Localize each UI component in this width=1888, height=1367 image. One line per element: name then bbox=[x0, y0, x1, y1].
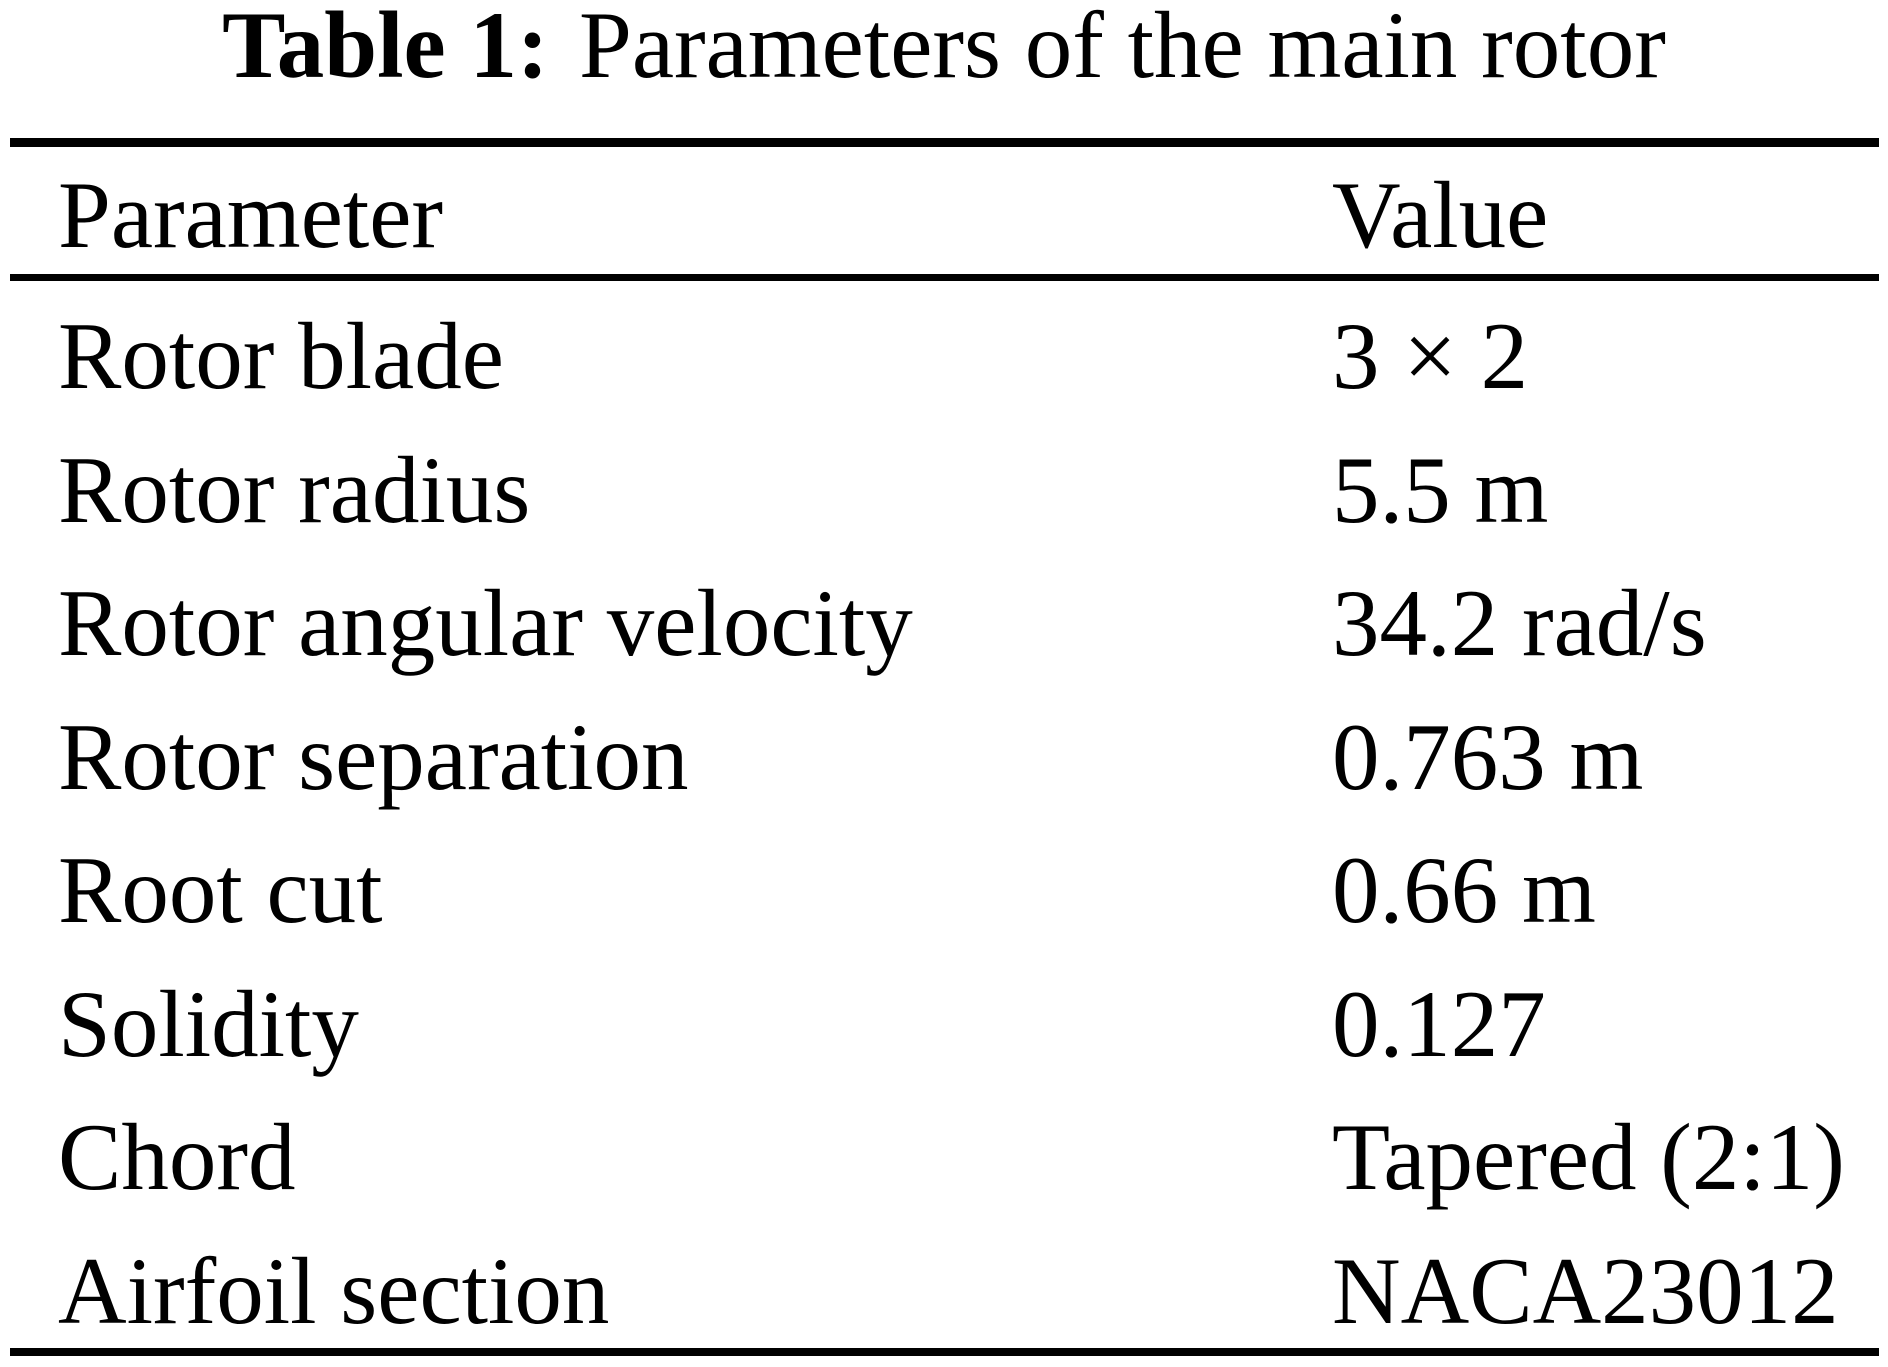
table-row: Chord Tapered (2:1) bbox=[0, 1091, 1888, 1225]
param-cell: Solidity bbox=[58, 970, 359, 1077]
value-cell: 3 × 2 bbox=[1332, 303, 1529, 409]
table-header-rule bbox=[10, 274, 1879, 281]
table-top-rule bbox=[10, 138, 1879, 147]
table-row: Solidity 0.127 bbox=[0, 958, 1888, 1092]
param-cell: Rotor blade bbox=[58, 303, 504, 409]
param-cell: Rotor radius bbox=[58, 436, 531, 543]
table-bottom-rule bbox=[10, 1348, 1879, 1356]
table-row: Rotor radius 5.5 m bbox=[0, 424, 1888, 558]
param-cell: Rotor angular velocity bbox=[58, 570, 913, 677]
column-header-value: Value bbox=[1332, 162, 1549, 268]
table-row: Rotor angular velocity 34.2 rad/s bbox=[0, 557, 1888, 691]
table-row: Root cut 0.66 m bbox=[0, 824, 1888, 958]
column-header-parameter: Parameter bbox=[58, 162, 444, 268]
param-cell: Rotor separation bbox=[58, 703, 689, 810]
table-row: Rotor separation 0.763 m bbox=[0, 691, 1888, 825]
param-cell: Airfoil section bbox=[58, 1237, 610, 1344]
value-cell: 5.5 m bbox=[1332, 436, 1549, 543]
table-caption-text: Parameters of the main rotor bbox=[578, 0, 1666, 98]
table-caption: Table 1: Parameters of the main rotor bbox=[0, 0, 1888, 103]
value-cell: 0.763 m bbox=[1332, 703, 1644, 810]
table-header-row: Parameter Value bbox=[0, 150, 1888, 280]
value-cell: 0.66 m bbox=[1332, 837, 1596, 944]
value-cell: 0.127 bbox=[1332, 970, 1546, 1077]
value-cell: NACA23012 bbox=[1332, 1237, 1839, 1344]
table-body: Rotor blade 3 × 2 Rotor radius 5.5 m Rot… bbox=[0, 290, 1888, 1359]
table-row: Rotor blade 3 × 2 bbox=[0, 290, 1888, 424]
param-cell: Root cut bbox=[58, 837, 383, 944]
table-caption-label: Table 1: bbox=[222, 0, 549, 98]
value-cell: Tapered (2:1) bbox=[1332, 1104, 1845, 1211]
param-cell: Chord bbox=[58, 1104, 296, 1211]
value-cell: 34.2 rad/s bbox=[1332, 570, 1707, 677]
table-row: Airfoil section NACA23012 bbox=[0, 1225, 1888, 1359]
